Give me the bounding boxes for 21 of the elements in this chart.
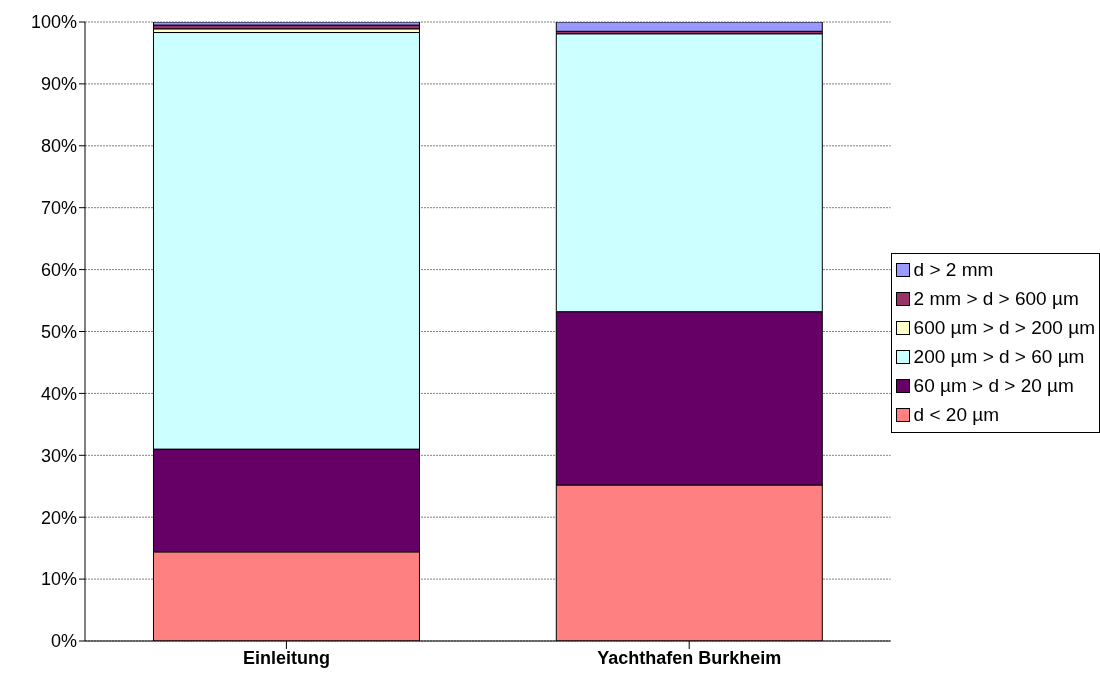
legend-label: 2 mm > d > 600 µm bbox=[913, 288, 1079, 310]
bar bbox=[555, 22, 823, 32]
y-tick-label: 30% bbox=[40, 445, 77, 466]
legend-label: 600 µm > d > 200 µm bbox=[913, 317, 1095, 339]
y-tick-label: 100% bbox=[30, 12, 77, 33]
legend-label: 200 µm > d > 60 µm bbox=[913, 346, 1085, 368]
y-tick-label: 80% bbox=[40, 136, 77, 157]
y-tick-label: 0% bbox=[50, 631, 77, 652]
y-tick-label: 90% bbox=[40, 74, 77, 95]
y-tick-label: 10% bbox=[40, 569, 77, 590]
x-tick-label: Einleitung bbox=[242, 647, 330, 668]
legend-label: d > 2 mm bbox=[913, 259, 994, 281]
y-tick-label: 60% bbox=[40, 259, 77, 280]
y-tick-label: 50% bbox=[40, 321, 77, 342]
x-tick-label: Yachthafen Burkheim bbox=[597, 647, 782, 668]
y-tick-label: 40% bbox=[40, 383, 77, 404]
legend-label: 60 µm > d > 20 µm bbox=[913, 375, 1074, 397]
bar bbox=[152, 22, 420, 26]
y-tick-label: 70% bbox=[40, 198, 77, 219]
y-tick-label: 20% bbox=[40, 507, 77, 528]
legend-label: d < 20 µm bbox=[913, 404, 1000, 426]
